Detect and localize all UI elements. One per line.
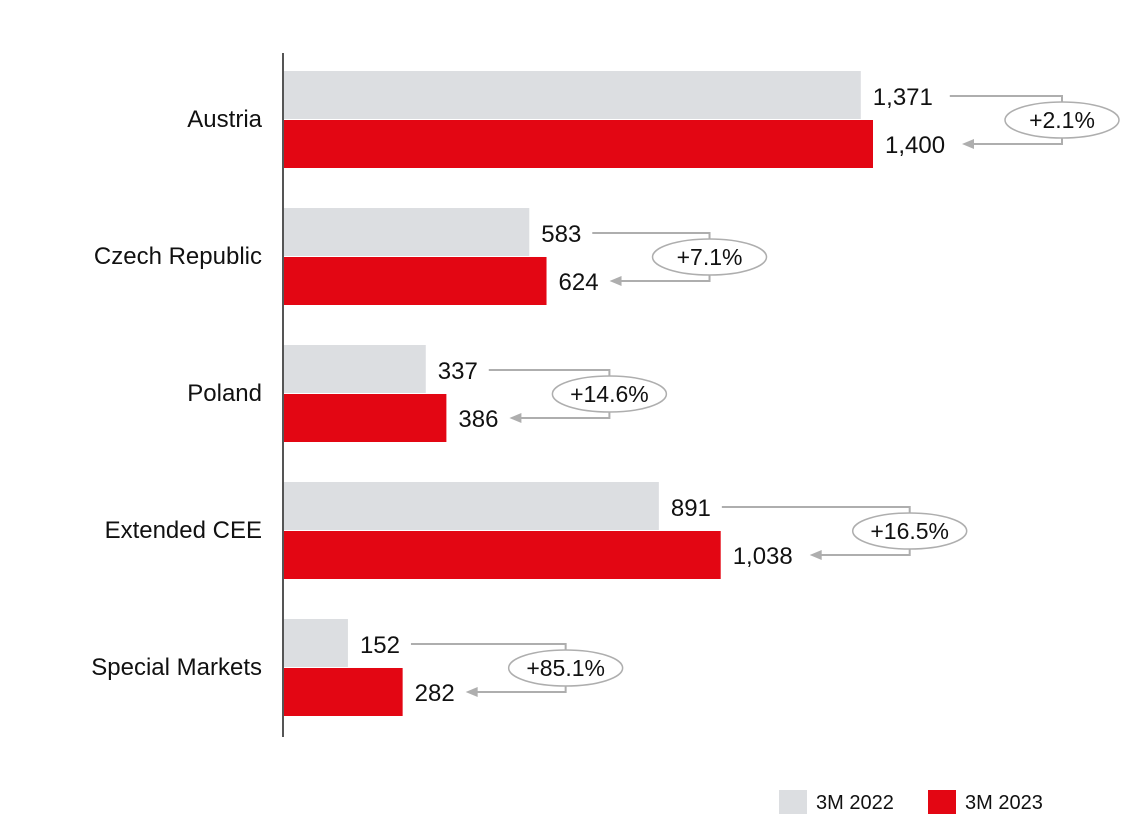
value-label-extended-cee-3m-2022: 891 (671, 495, 711, 522)
bar-extended-cee-3m-2023 (284, 531, 721, 579)
connector-arrow-austria (962, 139, 974, 149)
category-group-poland: Poland 337 386 +14.6% (187, 345, 668, 442)
category-label-extended-cee: Extended CEE (105, 517, 262, 544)
value-label-poland-3m-2023: 386 (458, 406, 498, 433)
connector-arrow-extended-cee (809, 550, 822, 560)
legend-label-3m-2023: 3M 2023 (965, 792, 1043, 814)
value-label-poland-3m-2022: 337 (438, 358, 478, 385)
value-label-extended-cee-3m-2023: 1,038 (733, 543, 793, 570)
value-label-austria-3m-2023: 1,400 (885, 132, 945, 159)
bar-poland-3m-2023 (284, 394, 447, 442)
growth-label-special-markets: +85.1% (526, 655, 605, 681)
connector-arrow-czech-republic (609, 276, 622, 286)
bar-austria-3m-2023 (284, 120, 873, 168)
value-label-special-markets-3m-2022: 152 (360, 632, 400, 659)
category-label-czech-republic: Czech Republic (94, 243, 262, 270)
category-group-special-markets: Special Markets 152 282 +85.1% (91, 619, 624, 716)
growth-label-czech-republic: +7.1% (677, 244, 743, 270)
growth-badge-special-markets (507, 649, 624, 687)
bar-czech-republic-3m-2022 (284, 208, 530, 256)
value-label-czech-republic-3m-2022: 583 (541, 221, 581, 248)
category-label-austria: Austria (187, 106, 262, 133)
category-group-austria: Austria 1,371 1,400 +2.1% (187, 71, 1120, 168)
growth-label-austria: +2.1% (1029, 107, 1095, 133)
connector-arrow-special-markets (465, 687, 478, 697)
value-label-special-markets-3m-2023: 282 (415, 680, 455, 707)
bar-special-markets-3m-2023 (284, 668, 403, 716)
legend: 3M 2022 3M 2023 (779, 790, 1043, 814)
category-label-special-markets: Special Markets (91, 654, 262, 681)
growth-label-poland: +14.6% (570, 381, 649, 407)
value-label-czech-republic-3m-2023: 624 (559, 269, 599, 296)
legend-swatch-3m-2023 (928, 790, 956, 814)
bar-poland-3m-2022 (284, 345, 426, 393)
bar-austria-3m-2022 (284, 71, 861, 119)
value-label-austria-3m-2022: 1,371 (873, 84, 933, 111)
growth-badge-poland (551, 375, 668, 413)
bar-czech-republic-3m-2023 (284, 257, 547, 305)
category-label-poland: Poland (187, 380, 262, 407)
connector-arrow-poland (509, 413, 522, 423)
legend-label-3m-2022: 3M 2022 (816, 792, 894, 814)
bar-special-markets-3m-2022 (284, 619, 348, 667)
legend-swatch-3m-2022 (779, 790, 807, 814)
growth-label-extended-cee: +16.5% (870, 518, 949, 544)
bars-layer: Austria 1,371 1,400 +2.1% Czech Republic 583 6… (91, 71, 1120, 716)
bar-extended-cee-3m-2022 (284, 482, 659, 530)
category-group-czech-republic: Czech Republic 583 624 +7.1% (94, 208, 768, 305)
growth-badge-extended-cee (851, 512, 968, 550)
category-group-extended-cee: Extended CEE 891 1,038 +16.5% (105, 482, 968, 579)
growth-badge-czech-republic (651, 238, 768, 276)
growth-badge-austria (1004, 101, 1120, 139)
